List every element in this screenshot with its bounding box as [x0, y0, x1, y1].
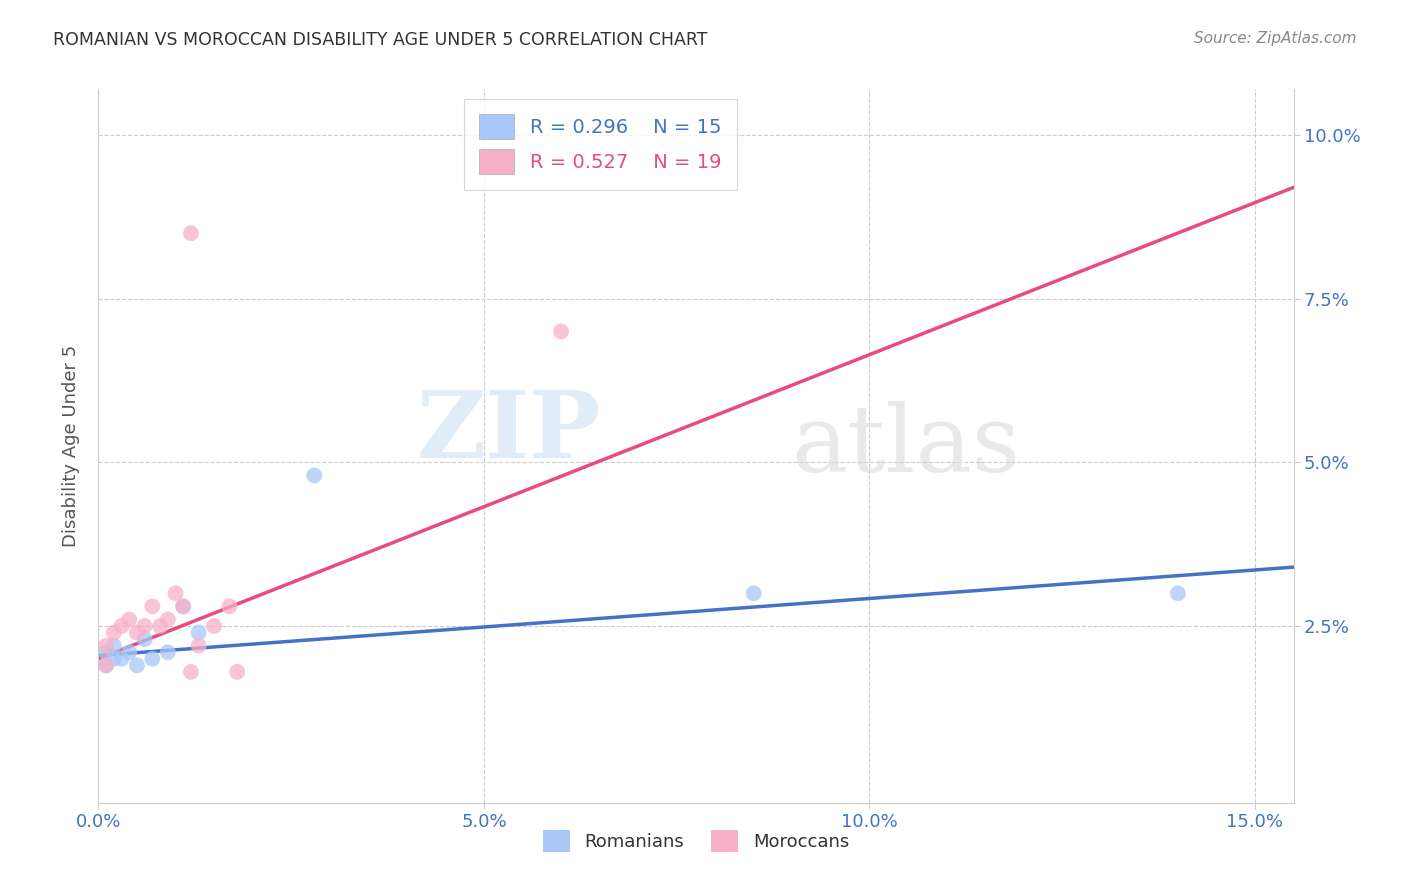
Text: ZIP: ZIP: [416, 387, 600, 476]
Text: Source: ZipAtlas.com: Source: ZipAtlas.com: [1194, 31, 1357, 46]
Moroccans: [180, 665, 202, 679]
Text: atlas: atlas: [792, 401, 1021, 491]
Moroccans: [149, 619, 172, 633]
Moroccans: [94, 639, 117, 653]
Moroccans: [180, 226, 202, 240]
Moroccans: [172, 599, 194, 614]
Moroccans: [156, 612, 179, 626]
Romanians: [141, 652, 163, 666]
Romanians: [134, 632, 156, 647]
Romanians: [742, 586, 765, 600]
Moroccans: [218, 599, 240, 614]
Romanians: [125, 658, 148, 673]
Y-axis label: Disability Age Under 5: Disability Age Under 5: [62, 345, 80, 547]
Romanians: [94, 645, 117, 659]
Moroccans: [202, 619, 225, 633]
Legend: Romanians, Moroccans: Romanians, Moroccans: [530, 818, 862, 865]
Romanians: [172, 599, 194, 614]
Moroccans: [165, 586, 187, 600]
Moroccans: [134, 619, 156, 633]
Romanians: [304, 468, 326, 483]
Romanians: [187, 625, 209, 640]
Romanians: [1167, 586, 1189, 600]
Romanians: [156, 645, 179, 659]
Moroccans: [550, 325, 572, 339]
Moroccans: [94, 658, 117, 673]
Moroccans: [187, 639, 209, 653]
Moroccans: [103, 625, 125, 640]
Romanians: [118, 645, 141, 659]
Romanians: [103, 639, 125, 653]
Romanians: [103, 652, 125, 666]
Romanians: [94, 658, 117, 673]
Moroccans: [125, 625, 148, 640]
Moroccans: [110, 619, 132, 633]
Moroccans: [141, 599, 163, 614]
Moroccans: [118, 612, 141, 626]
Moroccans: [226, 665, 249, 679]
Romanians: [110, 652, 132, 666]
Text: ROMANIAN VS MOROCCAN DISABILITY AGE UNDER 5 CORRELATION CHART: ROMANIAN VS MOROCCAN DISABILITY AGE UNDE…: [53, 31, 709, 49]
